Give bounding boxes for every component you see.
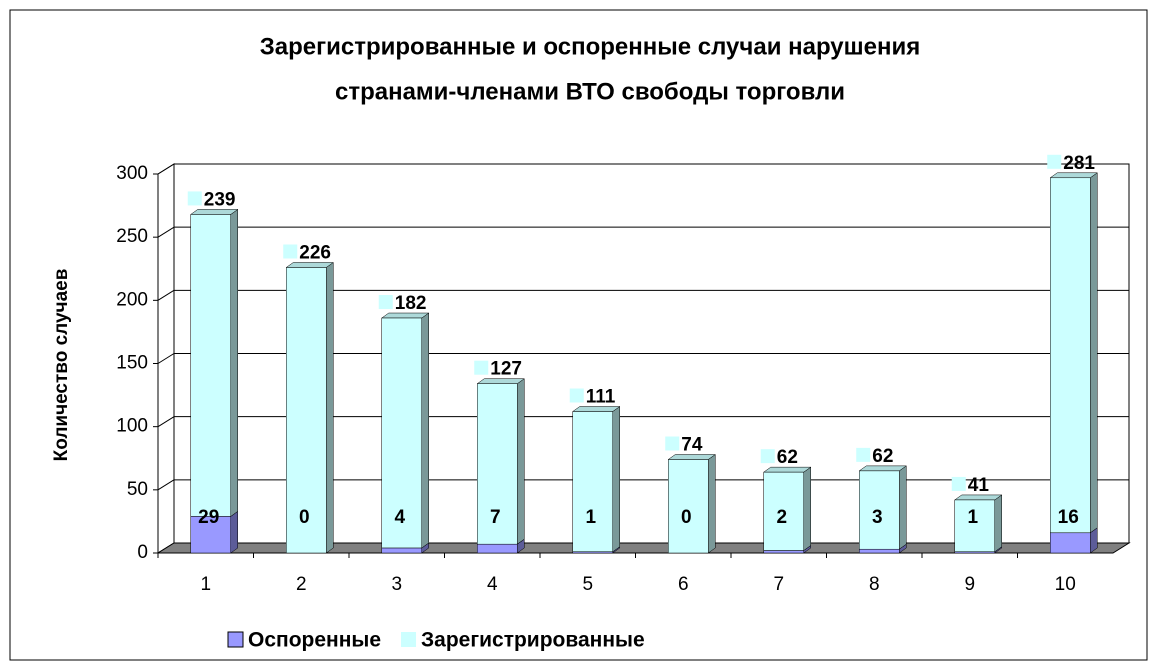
x-tick-label: 1 (200, 574, 211, 595)
label-key (283, 244, 298, 259)
y-tick-label: 0 (137, 542, 148, 563)
label-key (1047, 154, 1062, 169)
value-label: 0 (681, 507, 692, 528)
value-label: 3 (872, 507, 883, 528)
value-label: 62 (777, 447, 798, 468)
bar-side (421, 312, 429, 549)
bar (477, 383, 518, 545)
legend-label: Оспоренные (248, 629, 381, 652)
bar (859, 470, 900, 550)
bar (477, 543, 518, 554)
bar-side (326, 262, 334, 554)
label-key (569, 388, 584, 403)
label-key (378, 295, 393, 310)
bar (763, 471, 804, 551)
bar (572, 411, 613, 552)
bar-side (517, 378, 525, 545)
value-label: 1 (585, 507, 596, 528)
bar-side (230, 510, 238, 554)
chart-title: Зарегистрированные и оспоренные случаи н… (260, 33, 921, 60)
bar-side (708, 454, 716, 554)
grid-line (157, 226, 175, 238)
value-label: 62 (872, 446, 893, 467)
value-label: 1 (967, 507, 978, 528)
value-label: 182 (395, 293, 427, 314)
bar-side (230, 208, 238, 517)
value-label: 29 (198, 507, 219, 528)
x-tick-label: 9 (964, 574, 975, 595)
value-label: 0 (299, 507, 310, 528)
y-tick-label: 100 (116, 416, 148, 437)
x-tick-label: 5 (582, 574, 593, 595)
bar (859, 548, 900, 554)
y-tick-label: 200 (116, 289, 148, 310)
x-tick-label: 2 (296, 574, 307, 595)
value-label: 4 (394, 507, 405, 528)
value-label: 2 (776, 507, 787, 528)
legend-label: Зарегистрированные (421, 629, 645, 652)
grid-line (157, 479, 175, 491)
x-tick-label: 4 (487, 574, 498, 595)
bar (381, 547, 422, 554)
bar-side (1090, 172, 1098, 534)
bar-side (899, 465, 907, 550)
bar-side (803, 466, 811, 551)
x-tick-label: 8 (869, 574, 880, 595)
value-label: 239 (204, 189, 236, 210)
x-tick-label: 10 (1055, 574, 1076, 595)
label-key (856, 447, 871, 462)
bar (190, 516, 231, 554)
x-tick-label: 3 (391, 574, 402, 595)
bar (1050, 177, 1091, 534)
bar-side (612, 406, 620, 553)
label-key (951, 476, 966, 491)
label-key (760, 449, 775, 464)
value-label: 111 (586, 387, 616, 408)
value-label: 41 (968, 475, 990, 496)
bar (190, 214, 231, 517)
grid-line (157, 289, 175, 301)
label-key (665, 436, 680, 451)
y-tick-label: 250 (116, 226, 148, 247)
y-tick-label: 150 (116, 353, 148, 374)
x-tick-label: 6 (678, 574, 689, 595)
bar (668, 459, 709, 554)
x-tick-label: 7 (773, 574, 784, 595)
bar (954, 499, 995, 552)
label-key (187, 191, 202, 206)
value-label: 7 (490, 507, 501, 528)
value-label: 127 (490, 359, 522, 380)
label-key (474, 360, 489, 375)
y-axis-label: Количество случаев (51, 269, 72, 462)
value-label: 74 (681, 435, 703, 456)
legend-key (227, 631, 244, 648)
bar (381, 317, 422, 549)
grid-line (157, 353, 175, 364)
bar-side (994, 494, 1002, 553)
bar (763, 550, 804, 554)
bar (1050, 532, 1091, 554)
grid-line (157, 163, 175, 175)
value-label: 16 (1058, 507, 1079, 528)
value-label: 281 (1063, 153, 1095, 174)
bar (286, 267, 327, 554)
chart-title: странами-членами ВТО свободы торговли (335, 78, 845, 105)
grid-line (157, 416, 175, 428)
value-label: 226 (299, 243, 331, 264)
y-tick-label: 50 (127, 479, 148, 500)
y-tick-label: 300 (116, 163, 148, 184)
legend-key (401, 632, 417, 647)
